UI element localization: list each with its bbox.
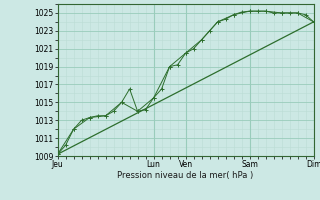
X-axis label: Pression niveau de la mer( hPa ): Pression niveau de la mer( hPa )	[117, 171, 254, 180]
